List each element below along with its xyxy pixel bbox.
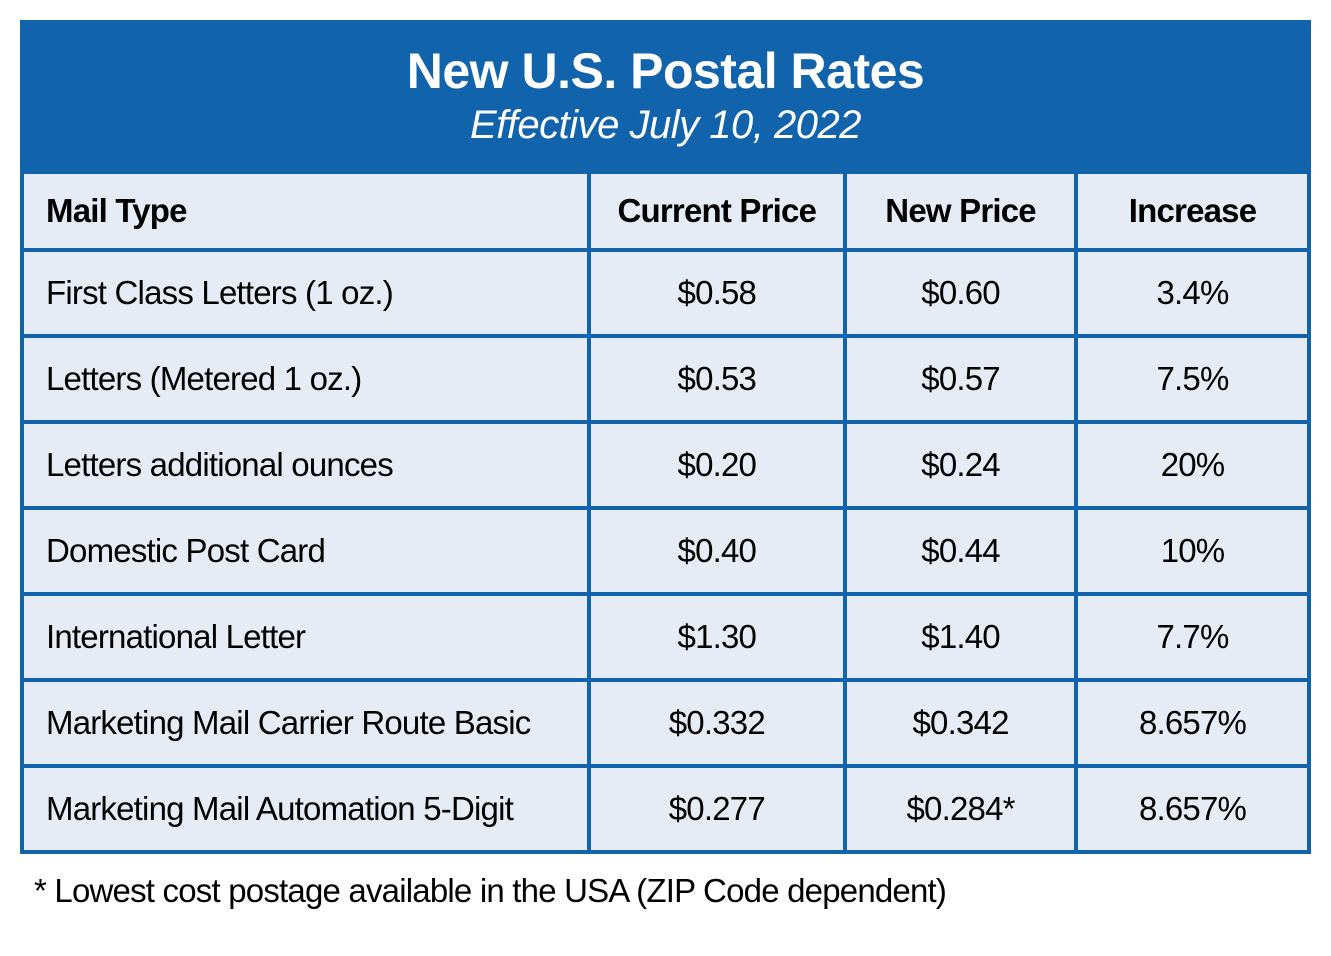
cell-increase: 20% [1076, 422, 1307, 508]
cell-current-price: $1.30 [589, 594, 846, 680]
col-header-mail-type: Mail Type [24, 172, 589, 250]
cell-new-price: $0.57 [845, 336, 1076, 422]
col-header-current-price: Current Price [589, 172, 846, 250]
cell-increase: 7.5% [1076, 336, 1307, 422]
cell-new-price: $0.60 [845, 250, 1076, 336]
cell-new-price: $0.342 [845, 680, 1076, 766]
table-row: Letters (Metered 1 oz.) $0.53 $0.57 7.5% [24, 336, 1307, 422]
cell-mail-type: International Letter [24, 594, 589, 680]
cell-new-price: $1.40 [845, 594, 1076, 680]
cell-increase: 3.4% [1076, 250, 1307, 336]
cell-current-price: $0.58 [589, 250, 846, 336]
cell-increase: 10% [1076, 508, 1307, 594]
cell-mail-type: Letters additional ounces [24, 422, 589, 508]
cell-current-price: $0.332 [589, 680, 846, 766]
table-row: Marketing Mail Carrier Route Basic $0.33… [24, 680, 1307, 766]
cell-current-price: $0.277 [589, 766, 846, 850]
cell-mail-type: Marketing Mail Carrier Route Basic [24, 680, 589, 766]
table-row: Domestic Post Card $0.40 $0.44 10% [24, 508, 1307, 594]
cell-new-price: $0.284* [845, 766, 1076, 850]
col-header-new-price: New Price [845, 172, 1076, 250]
table-row: Letters additional ounces $0.20 $0.24 20… [24, 422, 1307, 508]
table-title-block: New U.S. Postal Rates Effective July 10,… [24, 24, 1307, 170]
table-row: First Class Letters (1 oz.) $0.58 $0.60 … [24, 250, 1307, 336]
cell-new-price: $0.24 [845, 422, 1076, 508]
table-footnote: * Lowest cost postage available in the U… [20, 854, 1311, 910]
table-header-row: Mail Type Current Price New Price Increa… [24, 172, 1307, 250]
table-subtitle: Effective July 10, 2022 [34, 103, 1297, 148]
rates-table-container: New U.S. Postal Rates Effective July 10,… [20, 20, 1311, 854]
cell-mail-type: First Class Letters (1 oz.) [24, 250, 589, 336]
cell-current-price: $0.40 [589, 508, 846, 594]
cell-current-price: $0.20 [589, 422, 846, 508]
cell-mail-type: Domestic Post Card [24, 508, 589, 594]
cell-mail-type: Marketing Mail Automation 5-Digit [24, 766, 589, 850]
cell-new-price: $0.44 [845, 508, 1076, 594]
cell-current-price: $0.53 [589, 336, 846, 422]
col-header-increase: Increase [1076, 172, 1307, 250]
table-row: International Letter $1.30 $1.40 7.7% [24, 594, 1307, 680]
cell-increase: 8.657% [1076, 680, 1307, 766]
cell-mail-type: Letters (Metered 1 oz.) [24, 336, 589, 422]
table-row: Marketing Mail Automation 5-Digit $0.277… [24, 766, 1307, 850]
cell-increase: 7.7% [1076, 594, 1307, 680]
rates-table: Mail Type Current Price New Price Increa… [24, 170, 1307, 850]
cell-increase: 8.657% [1076, 766, 1307, 850]
table-title: New U.S. Postal Rates [34, 44, 1297, 99]
